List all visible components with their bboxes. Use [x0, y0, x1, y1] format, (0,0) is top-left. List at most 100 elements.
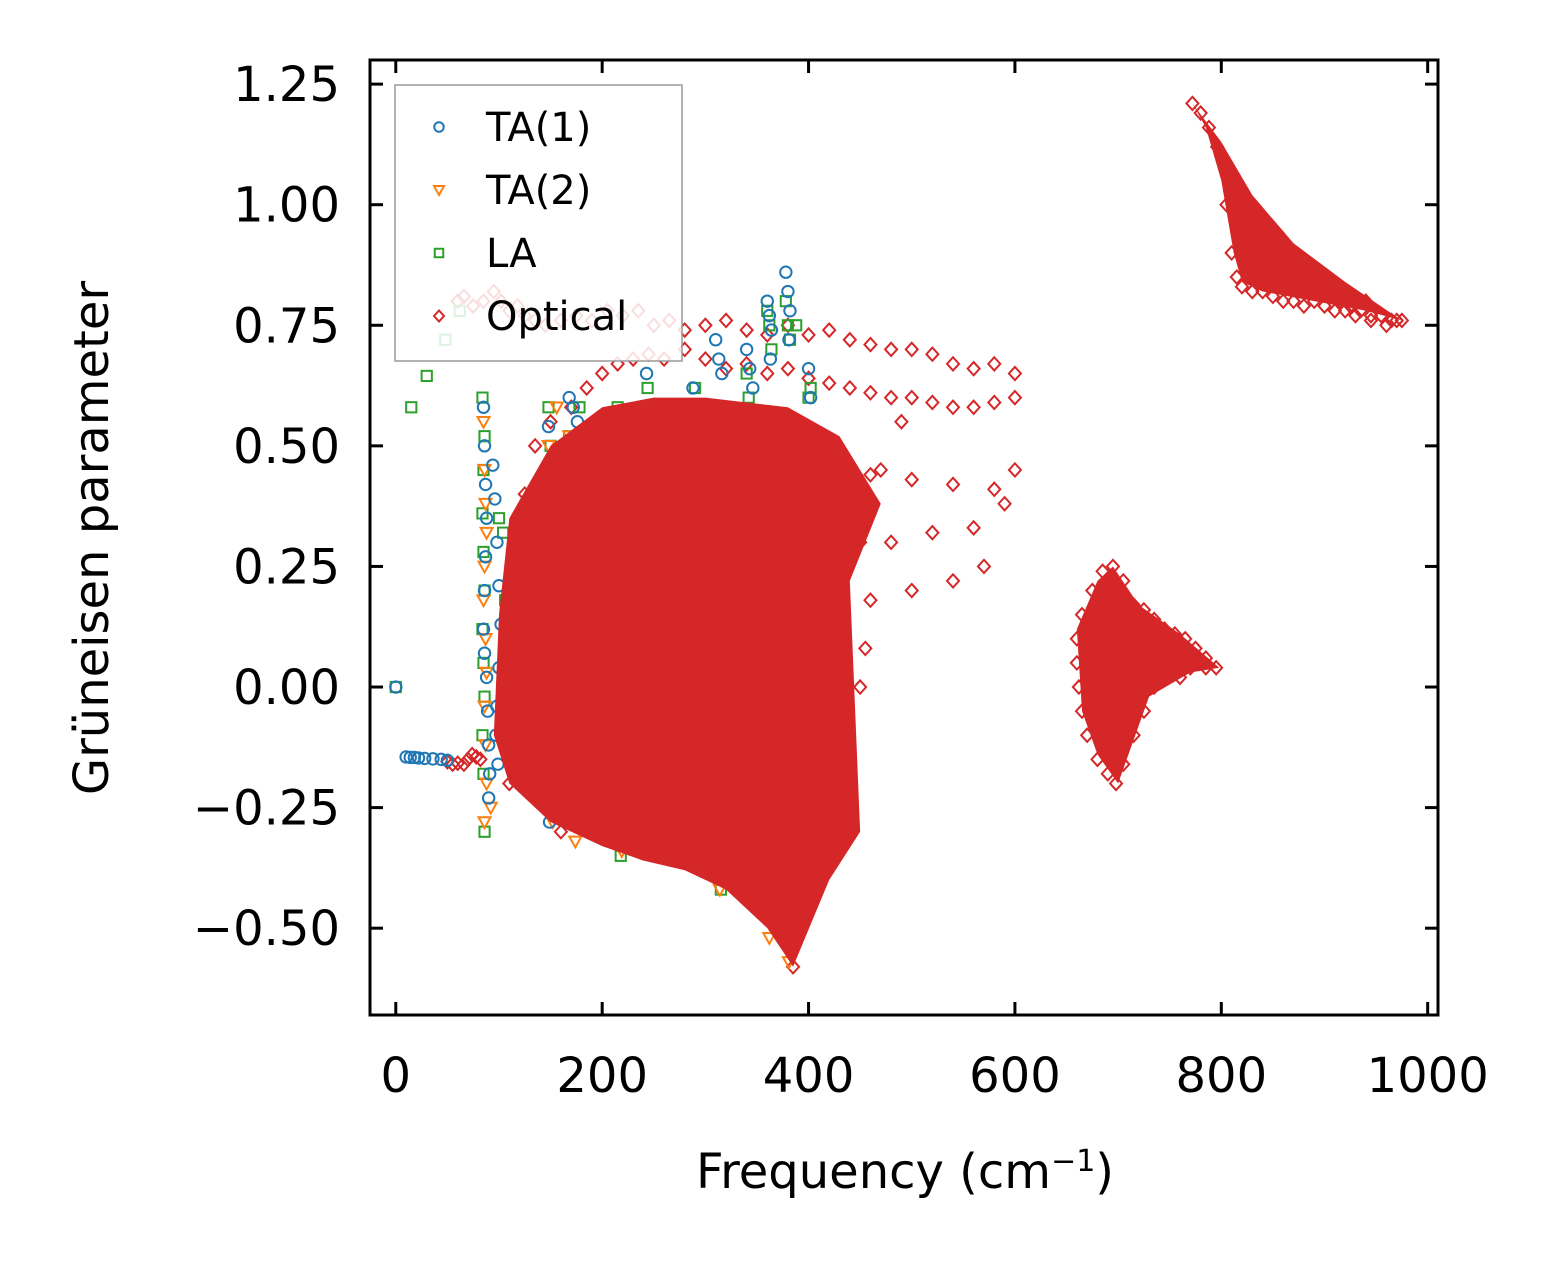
- x-tick-label: 600: [969, 1048, 1061, 1104]
- legend-label-ta-1: TA(1): [485, 105, 591, 151]
- point-optical: [801, 370, 816, 387]
- point-optical: [759, 326, 775, 344]
- y-tick-label: 0.50: [233, 419, 340, 475]
- point-ta-1: [426, 752, 440, 766]
- point-optical: [863, 384, 878, 401]
- point-optical: [821, 375, 837, 392]
- point-optical: [460, 751, 476, 768]
- x-axis-label: Frequency (cm−1): [696, 1144, 1114, 1201]
- point-optical: [473, 751, 488, 768]
- x-tick-label: 400: [763, 1048, 855, 1104]
- point-optical: [966, 360, 982, 377]
- legend-label-ta-2: TA(2): [485, 168, 591, 214]
- x-tick-label: 0: [381, 1048, 412, 1104]
- legend-marker-ta-2: [432, 185, 446, 198]
- point-optical: [718, 312, 734, 329]
- point-ta-1: [715, 366, 729, 381]
- point-optical: [966, 399, 982, 416]
- point-ta-2: [567, 835, 584, 850]
- x-tick-label: 1000: [1367, 1048, 1489, 1104]
- point-optical: [698, 317, 713, 334]
- point-optical: [698, 350, 713, 368]
- point-ta-1: [762, 308, 777, 323]
- point-ta-2: [476, 700, 493, 715]
- point-optical: [986, 481, 1002, 498]
- point-optical: [1296, 297, 1312, 315]
- point-optical: [842, 379, 858, 397]
- point-optical: [739, 355, 754, 372]
- point-ta-1: [782, 333, 796, 347]
- point-la: [641, 381, 654, 395]
- x-axis-label-main: Frequency (cm: [696, 1144, 1051, 1200]
- point-optical: [759, 365, 775, 382]
- legend-label-la: LA: [486, 231, 537, 277]
- optical-band-layer: [493, 103, 1402, 967]
- point-optical: [904, 582, 920, 599]
- point-optical: [445, 756, 460, 773]
- point-ta-2: [761, 932, 778, 946]
- point-optical: [863, 592, 878, 609]
- point-optical: [1348, 307, 1363, 324]
- point-ta-1: [403, 750, 417, 765]
- point-optical: [785, 958, 801, 975]
- legend-marker-la: [433, 247, 445, 259]
- point-optical: [857, 640, 873, 657]
- point-optical: [1007, 389, 1023, 406]
- point-ta-1: [686, 381, 700, 395]
- point-ta-2: [477, 497, 494, 512]
- point-ta-2: [478, 526, 495, 541]
- point-optical: [464, 746, 480, 763]
- point-optical: [739, 322, 754, 339]
- legend-label-optical: Optical: [486, 294, 627, 340]
- y-axis-label: Grüneisen parameter: [64, 281, 120, 796]
- point-ta-1: [476, 622, 491, 636]
- legend-marker-optical: [432, 309, 446, 323]
- point-ta-1: [779, 265, 793, 279]
- point-optical: [780, 360, 796, 377]
- x-axis-label-superscript: −1: [1051, 1144, 1095, 1179]
- point-ta-1: [566, 400, 580, 414]
- point-optical: [553, 823, 569, 840]
- point-ta-1: [482, 767, 497, 781]
- point-la: [781, 319, 795, 332]
- y-tick-label: 0.00: [233, 660, 340, 716]
- point-optical: [801, 326, 816, 344]
- y-axis: −0.50 −0.25 0.00 0.25 0.50 0.75 1.00 1.25: [193, 57, 1438, 957]
- point-ta-2: [476, 816, 493, 831]
- point-optical: [997, 495, 1012, 512]
- point-optical: [945, 476, 961, 493]
- point-ta-1: [708, 333, 723, 347]
- point-ta-1: [488, 492, 502, 506]
- point-optical: [468, 748, 484, 766]
- point-optical: [579, 379, 595, 397]
- point-ta-1: [479, 670, 494, 685]
- point-optical: [543, 413, 558, 430]
- x-axis: 0 200 400 600 800 1000: [381, 60, 1489, 1104]
- point-ta-1: [801, 361, 816, 376]
- point-ta-1: [760, 294, 774, 308]
- point-ta-1: [479, 511, 494, 525]
- point-optical: [883, 341, 899, 358]
- point-ta-1: [481, 738, 496, 752]
- x-axis-label-close: ): [1095, 1144, 1114, 1200]
- y-tick-label: 0.75: [233, 298, 340, 354]
- point-ta-1: [486, 458, 500, 472]
- point-ta-1: [477, 583, 492, 598]
- plot-frame: [368, 58, 1440, 1017]
- point-ta-1: [781, 284, 795, 299]
- point-optical: [594, 365, 610, 382]
- point-ta-1: [417, 751, 432, 766]
- point-optical: [925, 394, 940, 411]
- point-la: [804, 381, 817, 395]
- point-optical: [1185, 95, 1200, 112]
- point-ta-1: [743, 361, 757, 376]
- point-optical: [1007, 365, 1023, 382]
- point-ta-1: [783, 304, 797, 318]
- point-optical: [883, 534, 899, 551]
- x-tick-label: 200: [556, 1048, 648, 1104]
- point-ta-1: [477, 439, 492, 453]
- point-optical: [1363, 307, 1379, 324]
- point-ta-1: [541, 419, 556, 434]
- point-optical: [852, 678, 868, 696]
